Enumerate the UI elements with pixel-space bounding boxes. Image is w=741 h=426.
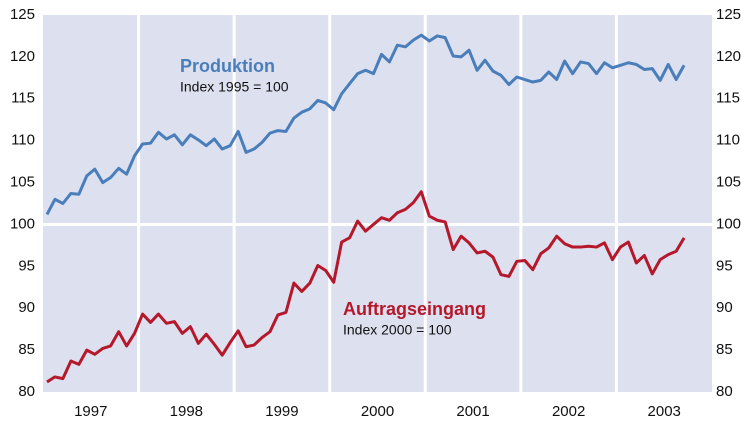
y-tick-label: 120 bbox=[10, 48, 35, 65]
y-tick-label: 125 bbox=[10, 6, 35, 23]
plot-background bbox=[43, 15, 712, 392]
x-tick-label: 1998 bbox=[170, 403, 203, 420]
y-tick-label: 85 bbox=[18, 341, 35, 358]
y-tick-label: 100 bbox=[10, 215, 35, 232]
y2-tick-label: 90 bbox=[716, 299, 733, 316]
x-tick-label: 2002 bbox=[552, 403, 585, 420]
y-tick-label: 115 bbox=[11, 90, 35, 107]
y-tick-label: 110 bbox=[11, 132, 35, 149]
series-index-note: Index 1995 = 100 bbox=[180, 79, 289, 95]
x-tick-label: 2003 bbox=[648, 403, 681, 420]
x-tick-label: 2001 bbox=[456, 403, 489, 420]
y2-tick-label: 115 bbox=[716, 90, 740, 107]
y-tick-label: 95 bbox=[18, 257, 35, 274]
y2-tick-label: 95 bbox=[716, 257, 733, 274]
y-tick-label: 80 bbox=[18, 383, 35, 400]
x-tick-label: 2000 bbox=[361, 403, 394, 420]
series-line bbox=[45, 33, 686, 216]
y2-tick-label: 100 bbox=[716, 215, 741, 232]
series-line bbox=[46, 190, 686, 384]
y-tick-label: 105 bbox=[10, 174, 35, 191]
y2-tick-label: 105 bbox=[716, 174, 741, 191]
series-index-note: Index 2000 = 100 bbox=[343, 322, 452, 338]
x-tick-label: 1999 bbox=[265, 403, 298, 420]
y-tick-label: 90 bbox=[18, 299, 35, 316]
y2-tick-label: 120 bbox=[716, 48, 741, 65]
y2-tick-label: 125 bbox=[716, 6, 741, 23]
y2-tick-label: 110 bbox=[716, 132, 740, 149]
series-label: Auftragseingang bbox=[343, 299, 486, 319]
series-label: Produktion bbox=[180, 56, 275, 76]
y2-tick-label: 85 bbox=[716, 341, 733, 358]
x-tick-label: 1997 bbox=[74, 403, 107, 420]
y2-tick-label: 80 bbox=[716, 383, 733, 400]
